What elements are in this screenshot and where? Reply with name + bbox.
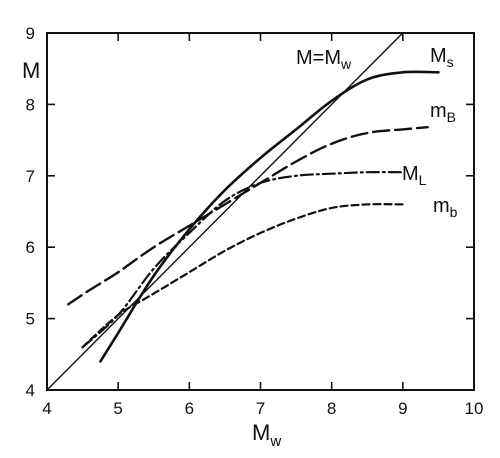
x-axis-title: Mw xyxy=(252,420,281,450)
series-line-2 xyxy=(67,126,429,306)
x-tick-label: 9 xyxy=(398,399,407,418)
y-tick-label: 5 xyxy=(26,310,35,329)
y-tick-label: 9 xyxy=(26,24,35,43)
labels-layer: M Mw M=Mw Ms mB ML mb xyxy=(22,45,458,450)
series-label-ml: ML xyxy=(402,163,427,188)
series-label-mb-lower: mb xyxy=(433,195,458,220)
x-tick-label: 6 xyxy=(185,399,194,418)
x-tick-label: 5 xyxy=(113,399,122,418)
y-tick-label: 8 xyxy=(26,95,35,114)
y-tick-label: 6 xyxy=(26,238,35,257)
y-axis-title: M xyxy=(22,58,40,83)
x-tick-label: 4 xyxy=(42,399,51,418)
x-axis-title-sub: w xyxy=(269,433,281,450)
series-label-mb-upper: mB xyxy=(430,100,456,125)
plot-frame xyxy=(46,32,475,391)
x-tick-label: 10 xyxy=(465,399,484,418)
series-label-ms: Ms xyxy=(430,45,454,70)
series-line-4 xyxy=(81,203,404,349)
series-label-identity: M=Mw xyxy=(296,47,352,72)
y-tick-label: 4 xyxy=(26,381,35,400)
y-tick-label: 7 xyxy=(26,167,35,186)
series-line-1 xyxy=(99,70,440,363)
x-tick-label: 7 xyxy=(256,399,265,418)
x-tick-label: 8 xyxy=(327,399,336,418)
series-line-0 xyxy=(46,32,404,391)
axes: 4 5 6 7 8 9 10 4 5 6 7 8 9 xyxy=(26,24,484,418)
series-line-3 xyxy=(81,171,404,349)
series-layer xyxy=(46,32,440,391)
